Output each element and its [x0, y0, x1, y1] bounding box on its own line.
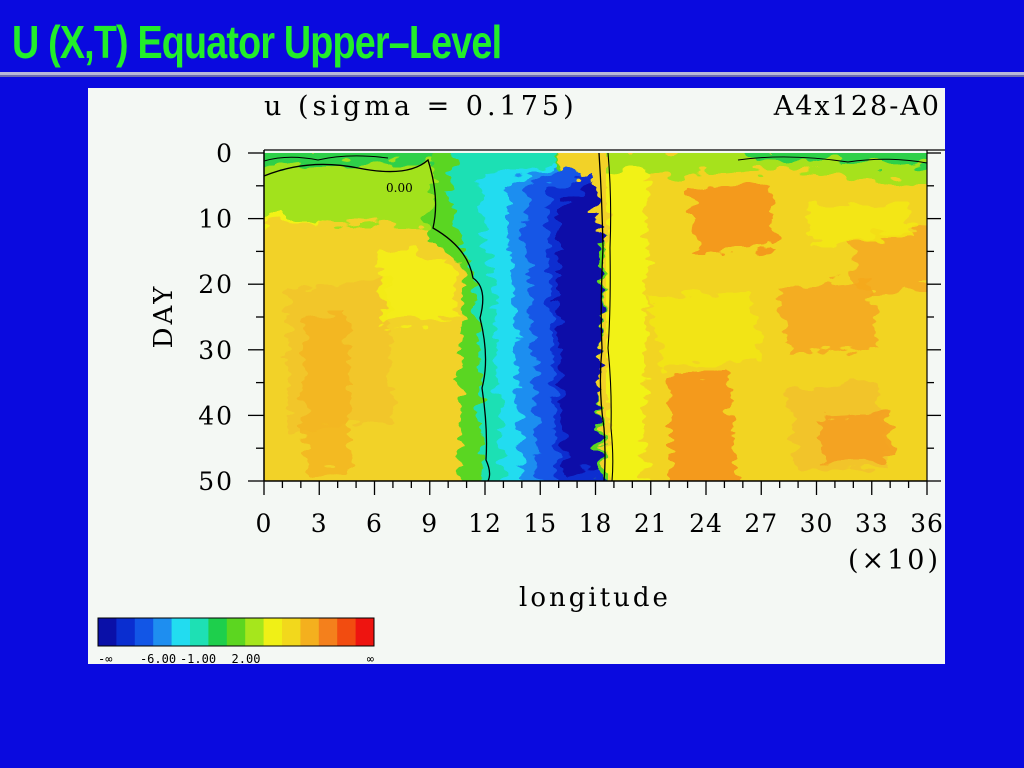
x-tick-label: 3 — [311, 509, 328, 538]
heatmap-chart: u (sigma = 0.175) A4x128-A0 — [97, 91, 945, 664]
y-tick-label: 0 — [216, 139, 234, 168]
figure-panel: u (sigma = 0.175) A4x128-A0 — [88, 88, 945, 664]
colorbar-swatch — [98, 618, 117, 646]
x-tick-label: 12 — [468, 509, 502, 538]
x-tick-label: 15 — [523, 509, 557, 538]
title-rule-shadow — [0, 75, 1024, 77]
chart-title: u (sigma = 0.175) — [264, 91, 578, 122]
zero-contour-west — [264, 158, 491, 481]
y-tick-labels: 0 10 20 30 40 50 — [198, 139, 234, 496]
title-rule — [0, 72, 1024, 75]
colorbar-swatch — [134, 618, 154, 646]
colorbar-swatch — [116, 618, 136, 646]
colorbar-swatch — [337, 618, 357, 646]
colorbar-swatch — [300, 618, 320, 646]
colorbar-label: ∞ — [367, 652, 374, 664]
colorbar — [97, 617, 375, 647]
colorbar-label: 2.00 — [232, 652, 261, 664]
colorbar-labels: -∞ -6.00 -1.00 2.00 ∞ — [98, 652, 374, 664]
x-tick-label: 36 — [910, 509, 944, 538]
x-tick-label: 30 — [800, 509, 834, 538]
x-tick-labels: 0 3 6 9 12 15 18 21 24 27 30 33 36 — [256, 509, 944, 538]
x-tick-label: 0 — [256, 509, 273, 538]
colorbar-swatch — [153, 618, 173, 646]
colorbar-swatch — [263, 618, 283, 646]
zero-contour-top-east — [737, 156, 927, 164]
y-tick-label: 20 — [198, 270, 234, 299]
zero-contour-east-2 — [607, 153, 614, 481]
x-tick-label: 18 — [579, 509, 613, 538]
x-tick-label: 21 — [634, 509, 668, 538]
x-axis-label: longitude — [519, 583, 671, 613]
colorbar-swatch — [226, 618, 246, 646]
colorbar-swatch — [208, 618, 228, 646]
y-tick-label: 40 — [198, 401, 234, 430]
zero-contour-top — [264, 155, 389, 162]
colorbar-swatch — [245, 618, 265, 646]
run-label: A4x128-A0 — [773, 91, 941, 122]
colorbar-swatch — [282, 618, 301, 646]
colorbar-swatch — [171, 618, 191, 646]
contour-label: 0.00 — [386, 181, 413, 195]
colorbar-label: -∞ — [98, 652, 112, 664]
y-axis-label: DAY — [149, 284, 179, 349]
x-scale-note: (×10) — [848, 545, 941, 576]
x-tick-label: 6 — [366, 509, 383, 538]
y-tick-label: 30 — [198, 336, 234, 365]
x-tick-label: 27 — [744, 509, 778, 538]
y-tick-label: 10 — [198, 205, 234, 234]
colorbar-label: -6.00 — [140, 652, 176, 664]
x-tick-label: 33 — [855, 509, 889, 538]
zero-contour-east — [598, 153, 606, 481]
x-tick-label: 24 — [689, 509, 723, 538]
colorbar-swatch — [318, 618, 338, 646]
x-tick-label: 9 — [421, 509, 438, 538]
colorbar-swatch — [355, 618, 375, 646]
heatmap-field: 0.00 — [264, 153, 927, 481]
colorbar-swatch — [190, 618, 209, 646]
slide-title: U (X,T) Equator Upper–Level — [12, 16, 502, 68]
colorbar-label: -1.00 — [180, 652, 216, 664]
axis-ticks — [248, 152, 941, 495]
y-tick-label: 50 — [198, 467, 234, 496]
